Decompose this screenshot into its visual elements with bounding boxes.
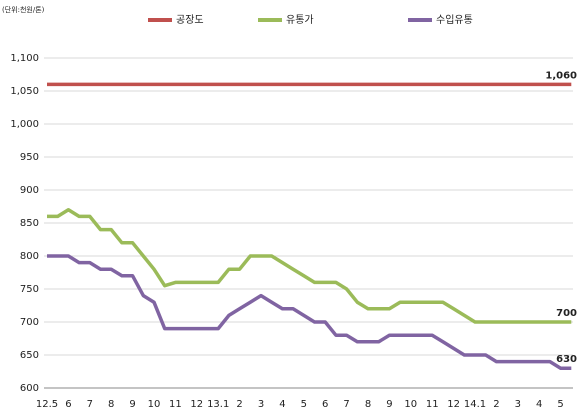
x-tick-label: 4 (536, 399, 542, 410)
x-tick-label: 3 (258, 399, 264, 410)
x-tick-label: 7 (87, 399, 93, 410)
y-tick-label: 950 (20, 152, 39, 163)
legend-label: 유통가 (286, 14, 314, 26)
x-tick-label: 10 (404, 399, 417, 410)
x-tick-label: 3 (515, 399, 521, 410)
x-tick-label: 10 (148, 399, 161, 410)
data-label: 630 (556, 354, 577, 365)
legend-label: 수입유통 (436, 13, 473, 26)
x-tick-label: 2 (493, 399, 499, 410)
x-tick-label: 9 (129, 399, 135, 410)
x-tick-label: 6 (322, 399, 328, 410)
y-tick-label: 1,000 (10, 119, 39, 130)
y-tick-label: 1,100 (10, 53, 39, 64)
x-tick-label: 9 (386, 399, 392, 410)
x-tick-label: 7 (343, 399, 349, 410)
x-tick-label: 12 (190, 399, 203, 410)
x-tick-label: 8 (365, 399, 371, 410)
y-tick-label: 750 (20, 284, 39, 295)
y-tick-label: 700 (20, 317, 39, 328)
x-tick-label: 5 (557, 399, 563, 410)
y-tick-label: 1,050 (10, 86, 39, 97)
series-line (47, 254, 572, 370)
legend-label: 공장도 (176, 14, 204, 26)
data-label: 1,060 (545, 70, 577, 81)
x-tick-label: 2 (236, 399, 242, 410)
x-tick-label: 12.5 (36, 399, 58, 410)
y-tick-label: 600 (20, 383, 39, 394)
x-tick-label: 4 (279, 399, 285, 410)
unit-label: (단위:천원/톤) (2, 5, 45, 14)
x-tick-label: 12 (447, 399, 460, 410)
y-tick-label: 650 (20, 350, 39, 361)
series-line (47, 208, 572, 324)
x-tick-label: 14.1 (464, 399, 486, 410)
data-label: 700 (556, 308, 577, 319)
y-tick-label: 800 (20, 251, 39, 262)
y-tick-label: 900 (20, 185, 39, 196)
x-tick-label: 11 (426, 399, 439, 410)
y-tick-label: 850 (20, 218, 39, 229)
x-tick-label: 6 (65, 399, 71, 410)
x-tick-label: 13.1 (207, 399, 229, 410)
x-tick-label: 11 (169, 399, 182, 410)
x-tick-label: 8 (108, 399, 114, 410)
x-tick-label: 5 (301, 399, 307, 410)
